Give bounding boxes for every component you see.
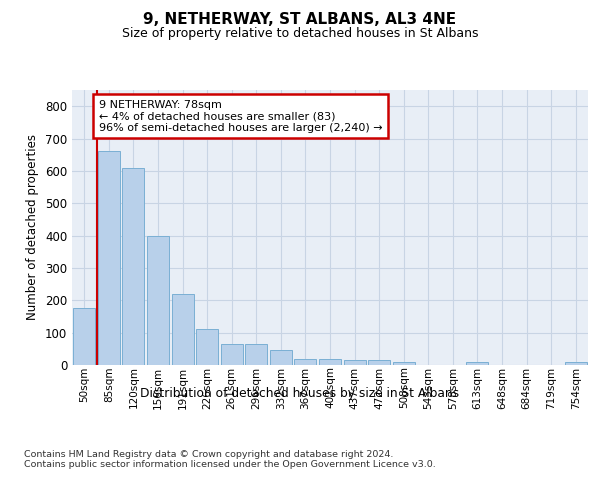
Bar <box>122 168 145 365</box>
Y-axis label: Number of detached properties: Number of detached properties <box>26 134 40 320</box>
Bar <box>73 308 95 365</box>
Bar <box>147 236 169 365</box>
Bar <box>270 350 292 365</box>
Text: Contains HM Land Registry data © Crown copyright and database right 2024.
Contai: Contains HM Land Registry data © Crown c… <box>24 450 436 469</box>
Text: Distribution of detached houses by size in St Albans: Distribution of detached houses by size … <box>140 388 460 400</box>
Bar <box>344 360 365 365</box>
Bar <box>221 344 243 365</box>
Bar <box>98 152 120 365</box>
Bar <box>466 362 488 365</box>
Bar <box>392 362 415 365</box>
Text: Size of property relative to detached houses in St Albans: Size of property relative to detached ho… <box>122 28 478 40</box>
Bar <box>196 330 218 365</box>
Bar <box>295 359 316 365</box>
Bar <box>565 362 587 365</box>
Bar <box>245 344 268 365</box>
Text: 9, NETHERWAY, ST ALBANS, AL3 4NE: 9, NETHERWAY, ST ALBANS, AL3 4NE <box>143 12 457 28</box>
Bar <box>368 360 390 365</box>
Bar <box>319 359 341 365</box>
Text: 9 NETHERWAY: 78sqm
← 4% of detached houses are smaller (83)
96% of semi-detached: 9 NETHERWAY: 78sqm ← 4% of detached hous… <box>99 100 383 133</box>
Bar <box>172 294 194 365</box>
